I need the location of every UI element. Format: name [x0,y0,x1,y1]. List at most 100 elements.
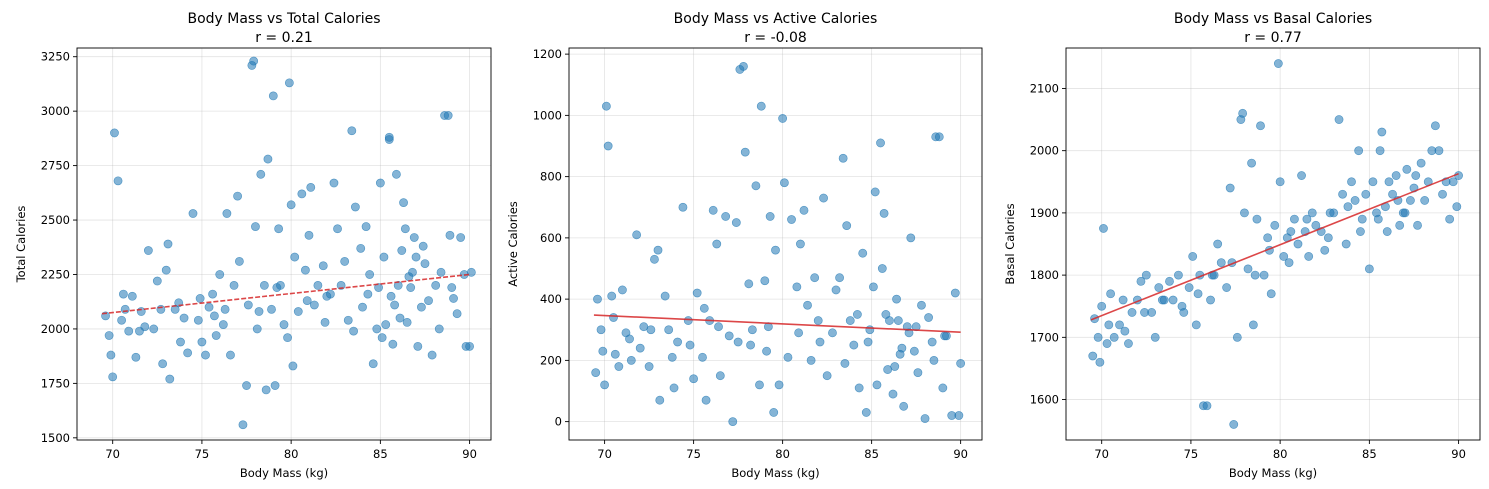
data-point [644,362,654,371]
data-point [1302,214,1312,224]
data-point [365,270,375,279]
data-point [1413,220,1422,230]
data-point [714,322,723,332]
data-point [286,200,296,210]
data-point [106,350,116,360]
data-point [1420,196,1430,205]
data-point [279,320,289,329]
data-point [1259,270,1269,280]
data-point [1273,59,1283,68]
data-point [449,294,458,303]
data-point [879,208,889,218]
data-point [593,294,602,304]
data-point [434,324,444,334]
data-point [917,300,926,310]
trend-line [101,273,470,315]
y-tick-label: 1000 [533,108,562,122]
x-axis-label: Body Mass (kg) [731,466,819,480]
x-tick-label: 75 [1184,447,1199,461]
data-point [411,252,421,262]
data-point [787,215,796,224]
x-tick-label: 85 [864,447,879,461]
data-point [792,282,802,292]
data-point [361,222,371,231]
data-point [609,313,618,322]
data-point [465,341,474,351]
data-point [1120,326,1130,336]
data-point [263,154,273,164]
data-point [309,300,319,310]
data-point [1232,332,1242,342]
data-point [372,324,382,334]
data-point [313,280,323,290]
data-point [417,302,426,312]
y-tick-label: 2500 [41,213,70,227]
data-point [431,280,441,290]
data-point [774,380,784,390]
data-point [226,350,235,360]
data-point [201,350,210,360]
data-point [756,101,766,111]
data-point [306,182,316,192]
data-point [1270,220,1280,230]
data-point [238,420,248,430]
chart-title: Body Mass vs Total Calories [187,11,380,27]
x-axis-label: Body Mass (kg) [1229,466,1317,480]
data-point [1093,332,1103,342]
data-point [899,401,909,411]
data-point [234,257,244,266]
data-point [731,218,741,227]
data-point [956,359,966,368]
data-point [699,303,709,313]
data-point [1329,208,1339,218]
data-point [1188,252,1198,261]
data-point [1229,420,1239,429]
data-point [466,267,476,277]
data-point [1388,189,1397,199]
data-point [1320,245,1330,255]
y-tick-label: 1200 [533,47,562,61]
data-point [893,316,903,325]
data-point [1343,202,1353,212]
data-point [591,368,601,378]
data-point [950,288,960,298]
data-point [340,257,350,266]
data-point [197,337,207,347]
y-tick-label: 1500 [41,431,70,445]
y-tick-label: 400 [540,292,562,306]
data-point [270,381,280,390]
data-point [849,340,859,350]
data-point [810,273,820,283]
data-point [610,349,620,359]
data-point [828,328,837,338]
data-point [1445,214,1455,224]
data-point [267,304,276,314]
data-point [728,417,738,427]
data-point [118,289,128,299]
data-point [646,325,656,335]
data-point [920,414,930,423]
y-tick-label: 800 [540,170,562,184]
data-point [603,141,613,151]
x-tick-label: 80 [1273,447,1288,461]
data-point [929,355,939,365]
data-point [1311,220,1321,230]
data-point [120,304,130,314]
data-point [1364,264,1374,274]
data-point [179,313,189,323]
data-point [1213,239,1223,249]
data-point [1402,164,1412,174]
x-tick-label: 80 [284,447,299,461]
data-point [852,310,862,319]
data-point [865,325,875,335]
y-tick-label: 2750 [41,159,70,173]
data-point [204,302,214,312]
data-point [1240,208,1249,218]
data-point [1247,158,1256,168]
data-point [1416,158,1426,168]
data-point [358,302,367,312]
data-point [1095,357,1105,367]
x-tick-label: 80 [775,447,790,461]
y-tick-label: 1750 [41,376,70,390]
x-tick-label: 90 [953,447,968,461]
